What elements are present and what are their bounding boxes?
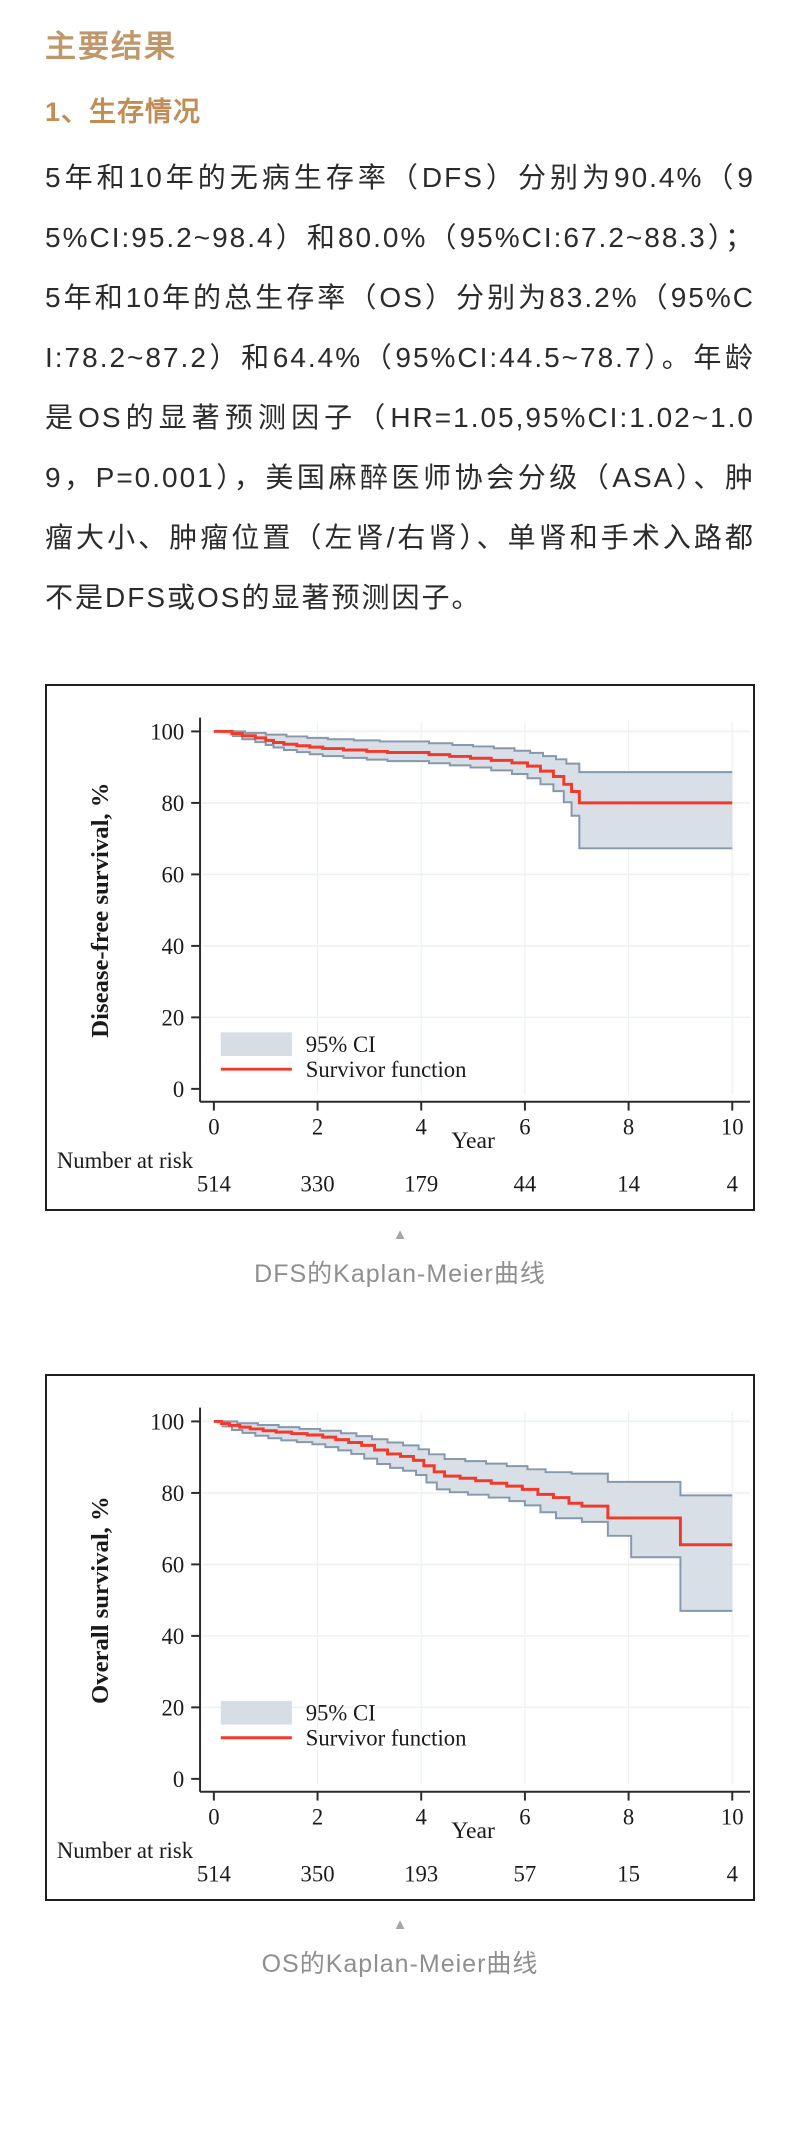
svg-text:Number at risk: Number at risk — [57, 1147, 194, 1172]
svg-text:6: 6 — [519, 1114, 530, 1139]
svg-text:Survivor function: Survivor function — [306, 1057, 467, 1082]
svg-text:Year: Year — [451, 1128, 495, 1154]
svg-text:57: 57 — [514, 1862, 537, 1887]
svg-text:Disease-free survival, %: Disease-free survival, % — [87, 782, 114, 1037]
section-heading: 1、生存情况 — [45, 96, 202, 127]
svg-text:0: 0 — [173, 1767, 184, 1792]
article-paragraph: 5年和10年的无病生存率（DFS）分别为90.4%（95%CI:95.2~98.… — [45, 161, 755, 613]
svg-text:514: 514 — [197, 1171, 231, 1196]
svg-text:330: 330 — [301, 1171, 335, 1196]
svg-text:60: 60 — [162, 1552, 185, 1577]
svg-text:4: 4 — [727, 1171, 738, 1196]
svg-text:179: 179 — [404, 1171, 438, 1196]
caption-triangle-icon: ▲ — [392, 1225, 408, 1243]
svg-text:10: 10 — [721, 1114, 744, 1139]
dfs-chart-caption: DFS的Kaplan-Meier曲线 — [254, 1259, 546, 1288]
svg-text:44: 44 — [514, 1171, 537, 1196]
svg-text:100: 100 — [150, 719, 184, 744]
svg-text:6: 6 — [519, 1804, 530, 1829]
dfs-chart: 0 20 40 60 80 100 0 2 4 6 8 10 Year Disease-free surv… — [45, 683, 755, 1211]
svg-text:20: 20 — [162, 1695, 185, 1720]
svg-text:0: 0 — [208, 1804, 219, 1829]
svg-text:514: 514 — [197, 1862, 231, 1887]
os-km-chart-svg: 0 20 40 60 80 100 0 2 4 6 8 10 Year Overall survival,… — [57, 1407, 751, 1887]
svg-text:0: 0 — [208, 1114, 219, 1139]
svg-text:350: 350 — [301, 1862, 335, 1887]
svg-text:8: 8 — [623, 1804, 634, 1829]
svg-text:Survivor function: Survivor function — [306, 1726, 467, 1751]
svg-text:20: 20 — [162, 1005, 185, 1030]
os-caption-block: ▲ OS的Kaplan-Meier曲线 — [45, 1917, 755, 1980]
svg-text:60: 60 — [162, 862, 185, 887]
svg-text:4: 4 — [416, 1114, 427, 1139]
svg-text:95% CI: 95% CI — [306, 1701, 376, 1726]
svg-text:2: 2 — [312, 1804, 323, 1829]
caption-triangle-icon: ▲ — [392, 1916, 408, 1934]
article-page: 主要结果 1、生存情况 5年和10年的无病生存率（DFS）分别为90.4%（95… — [45, 29, 755, 1980]
svg-text:40: 40 — [162, 1624, 185, 1649]
svg-text:Overall survival, %: Overall survival, % — [87, 1496, 114, 1704]
svg-text:40: 40 — [162, 933, 185, 958]
svg-text:4: 4 — [416, 1804, 427, 1829]
dfs-chart-figure: 0 20 40 60 80 100 0 2 4 6 8 10 Year Disease-free surv… — [45, 683, 755, 1290]
svg-text:14: 14 — [617, 1171, 640, 1196]
os-chart-caption: OS的Kaplan-Meier曲线 — [261, 1950, 539, 1979]
svg-text:193: 193 — [404, 1862, 438, 1887]
svg-text:Year: Year — [451, 1818, 495, 1844]
dfs-km-chart-svg: 0 20 40 60 80 100 0 2 4 6 8 10 Year Disease-free surv… — [57, 717, 751, 1196]
svg-text:95% CI: 95% CI — [306, 1032, 376, 1057]
svg-text:8: 8 — [623, 1114, 634, 1139]
svg-text:80: 80 — [162, 790, 185, 815]
svg-text:Number at risk: Number at risk — [57, 1838, 194, 1863]
svg-text:80: 80 — [162, 1481, 185, 1506]
os-chart: 0 20 40 60 80 100 0 2 4 6 8 10 Year Overall survival,… — [45, 1373, 755, 1902]
dfs-caption-block: ▲ DFS的Kaplan-Meier曲线 — [45, 1227, 755, 1290]
svg-text:0: 0 — [173, 1076, 184, 1101]
svg-text:10: 10 — [721, 1804, 744, 1829]
svg-text:100: 100 — [150, 1409, 184, 1434]
page-title: 主要结果 — [45, 29, 177, 64]
svg-text:2: 2 — [312, 1114, 323, 1139]
svg-text:4: 4 — [727, 1862, 738, 1887]
os-chart-figure: 0 20 40 60 80 100 0 2 4 6 8 10 Year Overall survival,… — [45, 1373, 755, 1980]
svg-text:15: 15 — [617, 1862, 640, 1887]
